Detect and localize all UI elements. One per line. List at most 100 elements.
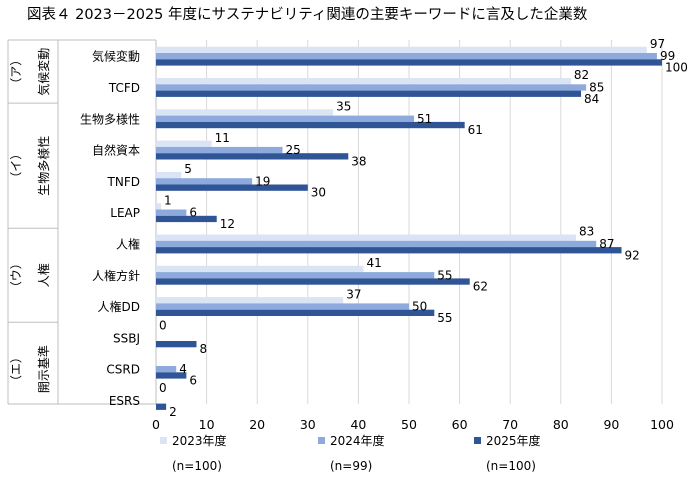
bar-2023年度-人権方針 (156, 265, 364, 273)
bar-2025年度-TCFD (156, 90, 582, 97)
x-tick-label: 20 (249, 417, 265, 432)
x-tick-label: 30 (300, 417, 316, 432)
data-label: 11 (215, 131, 230, 145)
data-label: 38 (351, 154, 366, 168)
bar-2024年度-自然資本 (156, 146, 283, 154)
data-label: 5 (184, 162, 192, 176)
bar-2024年度-気候変動 (156, 53, 657, 60)
data-label: 61 (468, 123, 483, 137)
bar-2024年度-人権方針 (156, 272, 435, 279)
data-label: 41 (366, 256, 381, 270)
category-label: TNFD (107, 175, 140, 189)
category-label: 人権DD (98, 299, 140, 314)
category-label: 人権方針 (92, 268, 140, 283)
data-label: 99 (660, 49, 675, 63)
data-label: 30 (311, 186, 326, 200)
x-tick-label: 0 (152, 417, 160, 432)
category-label: CSRD (106, 363, 140, 377)
bar-2025年度-人権 (156, 247, 622, 254)
x-tick-label: 100 (650, 417, 674, 432)
category-label: TCFD (108, 81, 140, 95)
bar-2023年度-TNFD (156, 171, 182, 179)
bar-2024年度-人権DD (156, 303, 409, 310)
data-label: 19 (255, 174, 270, 188)
data-label: 50 (412, 300, 427, 314)
bar-2023年度-TCFD (156, 78, 571, 85)
category-frame: （ア） 気候変動 （イ） 生物多様性 （ウ） 人権 （エ） 開示基準 気候変動 TCFD 生物多様性… (7, 39, 157, 408)
category-label: ESRS (109, 394, 140, 408)
data-label: 4 (179, 362, 187, 376)
bar-2023年度-気候変動 (156, 46, 647, 53)
bar-2023年度-人権DD (156, 297, 344, 304)
group-label: （エ） (9, 351, 23, 387)
legend-swatch (474, 437, 481, 444)
bar-2024年度-CSRD (156, 366, 177, 373)
bars (156, 46, 662, 410)
x-axis: 0 10 20 30 40 50 60 70 80 90 100 (152, 417, 674, 432)
bar-2025年度-人権方針 (156, 278, 470, 285)
legend-n-label: (n=99) (330, 459, 372, 473)
group-label: （ウ） (9, 257, 23, 293)
group-label: （イ） (9, 148, 23, 184)
legend-n-label: (n=100) (486, 459, 536, 473)
data-label: 0 (159, 381, 167, 395)
bar-2024年度-TNFD (156, 178, 253, 185)
category-label: 気候変動 (92, 49, 140, 64)
bar-2024年度-LEAP (156, 209, 187, 216)
x-tick-label: 10 (199, 417, 215, 432)
x-tick-label: 80 (553, 417, 569, 432)
legend: 2023年度 (n=100) 2024年度 (n=99) 2025年度 (n=100) (160, 433, 541, 473)
data-label: 6 (189, 206, 197, 220)
data-labels: 9799100828584355161112538519301612838792… (159, 37, 688, 419)
x-tick-label: 50 (401, 417, 417, 432)
legend-label: 2025年度 (486, 433, 541, 448)
data-label: 83 (579, 225, 594, 239)
data-label: 12 (220, 217, 235, 231)
group-name: 生物多様性 (37, 136, 51, 196)
data-label: 82 (574, 68, 589, 82)
bar-2025年度-人権DD (156, 309, 435, 316)
bar-2025年度-SSBJ (156, 341, 197, 348)
data-label: 2 (169, 405, 177, 419)
data-label: 97 (650, 37, 665, 51)
x-tick-label: 90 (603, 417, 619, 432)
bar-2025年度-気候変動 (156, 59, 662, 66)
data-label: 0 (159, 319, 167, 333)
bar-2023年度-自然資本 (156, 140, 212, 147)
category-label: SSBJ (113, 331, 140, 345)
legend-swatch (160, 437, 167, 444)
data-label: 92 (625, 248, 640, 262)
x-tick-label: 40 (350, 417, 366, 432)
group-label: （ア） (9, 54, 23, 90)
legend-swatch (318, 437, 325, 444)
group-name: 気候変動 (36, 48, 51, 96)
bar-2025年度-CSRD (156, 372, 187, 379)
bar-2024年度-TCFD (156, 84, 587, 91)
bar-2025年度-TNFD (156, 184, 308, 191)
x-tick-label: 70 (502, 417, 518, 432)
data-label: 51 (417, 112, 432, 126)
bar-2025年度-自然資本 (156, 153, 349, 160)
bar-2025年度-生物多様性 (156, 121, 465, 129)
data-label: 100 (665, 60, 688, 74)
bar-2024年度-生物多様性 (156, 115, 415, 122)
category-label: 人権 (116, 236, 140, 251)
bar-2025年度-LEAP (156, 215, 217, 223)
group-name: 開示基準 (36, 345, 51, 393)
category-label: 自然資本 (92, 143, 140, 158)
data-label: 55 (437, 311, 452, 325)
data-label: 84 (584, 92, 599, 106)
data-label: 87 (599, 237, 614, 251)
legend-n-label: (n=100) (172, 459, 222, 473)
group-name: 人権 (36, 263, 51, 287)
data-label: 85 (589, 80, 604, 94)
data-label: 35 (336, 99, 351, 113)
data-label: 6 (189, 373, 197, 387)
bar-2025年度-ESRS (156, 403, 167, 410)
bar-2024年度-人権 (156, 240, 597, 248)
legend-label: 2023年度 (172, 433, 227, 448)
bar-2023年度-人権 (156, 234, 576, 241)
data-label: 1 (164, 193, 172, 207)
chart-title: 図表４ 2023－2025 年度にサステナビリティ関連の主要キーワードに言及した… (27, 5, 588, 23)
